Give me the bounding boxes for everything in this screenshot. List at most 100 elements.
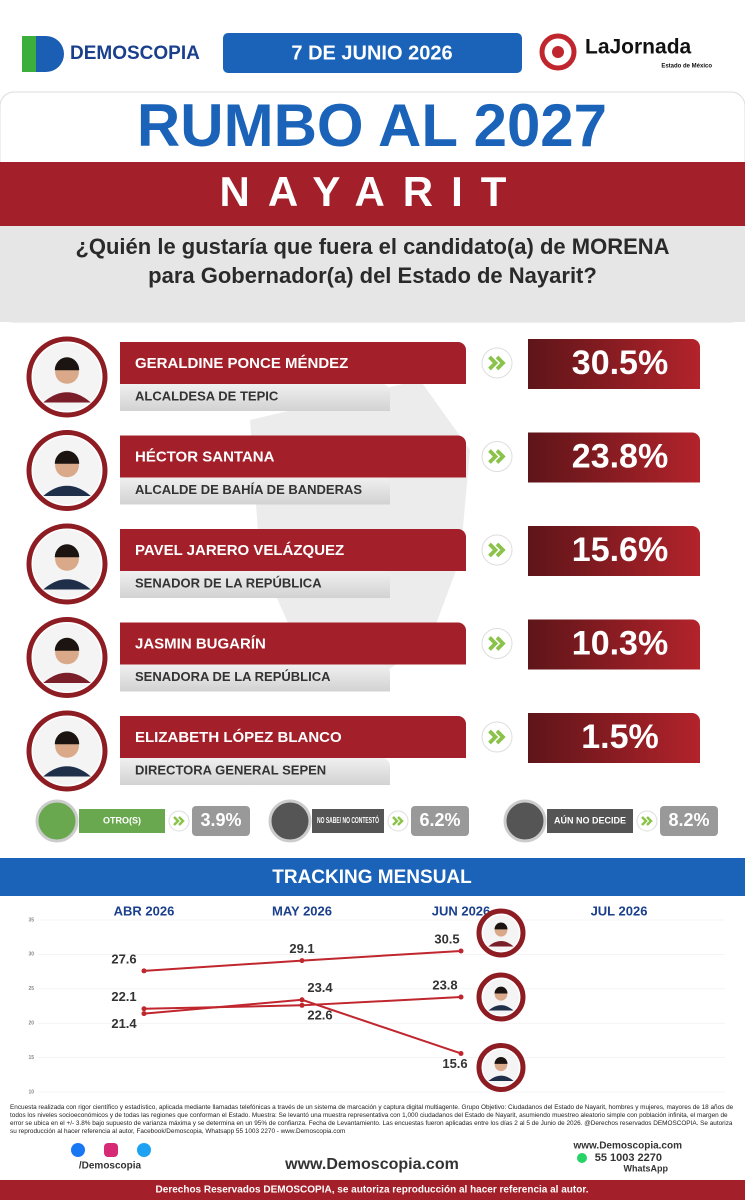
whatsapp-icon <box>577 1153 587 1163</box>
value-box <box>528 619 700 670</box>
point-label: 15.6 <box>442 1056 467 1071</box>
logo-mark <box>22 36 36 72</box>
other-label: AÚN NO DECIDE <box>554 814 626 825</box>
candidate-role: ALCALDESA DE TEPIC <box>135 388 279 403</box>
candidate-name: GERALDINE PONCE MÉNDEZ <box>135 355 348 372</box>
point <box>458 948 464 954</box>
point <box>141 1006 147 1012</box>
chevron <box>488 729 506 745</box>
point <box>141 1011 147 1017</box>
candidate-role: SENADORA DE LA REPÚBLICA <box>135 669 331 684</box>
role-bar <box>120 571 390 598</box>
name-bar <box>120 716 466 758</box>
state-band <box>0 162 745 226</box>
other-value-box <box>192 806 250 836</box>
other-label-box <box>547 809 633 833</box>
point <box>299 997 305 1003</box>
other-label-box <box>312 809 384 833</box>
point-label: 22.1 <box>111 989 136 1004</box>
other-value-box <box>660 806 718 836</box>
chevron <box>488 449 506 464</box>
phone: 55 1003 2270 <box>595 1152 662 1164</box>
date: 7 DE JUNIO 2026 <box>291 42 452 64</box>
instagram-icon <box>104 1143 118 1157</box>
name-bar <box>120 435 466 478</box>
title: RUMBO AL 2027 <box>137 92 607 159</box>
other-value: 6.2% <box>419 810 460 830</box>
whatsapp: WhatsApp <box>624 1163 669 1173</box>
candidate-name: HÉCTOR SANTANA <box>135 448 275 465</box>
disclaimer: Encuesta realizada con rigor científico … <box>10 1104 734 1135</box>
photo-hair <box>54 450 80 464</box>
candidate-value: 30.5% <box>572 344 668 382</box>
point <box>458 994 464 1000</box>
role-bar <box>120 384 390 411</box>
y-tick-label: 10 <box>28 1089 34 1095</box>
role-bar <box>120 758 390 785</box>
logo-mark <box>36 36 64 72</box>
point-label: 23.8 <box>432 977 457 992</box>
candidate-value: 15.6% <box>572 531 668 569</box>
paper-logo <box>552 46 564 58</box>
x-tick-label: JUL 2026 <box>591 903 648 918</box>
role-bar <box>120 477 390 505</box>
rights: Derechos Reservados DEMOSCOPIA, se autor… <box>156 1185 589 1196</box>
photo-body <box>43 392 91 403</box>
rights-bar <box>0 1180 745 1200</box>
website: www.Demoscopia.com <box>284 1156 459 1173</box>
contact-site: www.Demoscopia.com <box>572 1141 682 1152</box>
value-box <box>528 339 700 389</box>
name-bar <box>120 529 466 571</box>
y-tick-label: 20 <box>28 1021 34 1027</box>
point-label: 30.5 <box>434 931 459 946</box>
point <box>141 968 147 974</box>
photo-hair <box>494 986 508 994</box>
y-tick-label: 15 <box>28 1055 34 1061</box>
photo-hair <box>54 357 80 371</box>
x-tick-label: JUN 2026 <box>432 903 491 918</box>
question: ¿Quién le gustaría que fuera el candidat… <box>75 234 670 288</box>
other-value: 8.2% <box>668 810 709 830</box>
y-tick-label: 25 <box>28 986 34 992</box>
chevron <box>488 355 506 371</box>
x-tick-label: MAY 2026 <box>272 903 332 918</box>
point <box>299 1002 305 1008</box>
candidate-value: 1.5% <box>581 718 659 756</box>
other-icon <box>503 799 547 843</box>
point <box>458 1050 464 1056</box>
chevron <box>488 636 506 651</box>
social: /Demoscopia <box>79 1161 142 1172</box>
point-label: 21.4 <box>111 1016 137 1031</box>
photo-body <box>43 672 91 683</box>
other-icon <box>268 799 312 843</box>
candidate-role: ALCALDE DE BAHÍA DE BANDERAS <box>135 482 362 497</box>
candidate-role: SENADOR DE LA REPÚBLICA <box>135 575 322 590</box>
chevron <box>173 816 185 826</box>
value-box <box>528 526 700 576</box>
point-label: 29.1 <box>289 941 314 956</box>
paper-sub: Estado de México <box>661 64 712 70</box>
photo-body <box>488 941 514 947</box>
y-tick-label: 30 <box>28 952 34 958</box>
state: NAYARIT <box>220 168 525 215</box>
photo-hair <box>494 922 508 930</box>
photo-body <box>488 1075 514 1081</box>
candidate-value: 23.8% <box>572 437 668 475</box>
tracking-title: TRACKING MENSUAL <box>272 867 472 888</box>
photo-body <box>43 766 91 777</box>
photo-hair <box>54 731 80 745</box>
photo-body <box>43 579 91 590</box>
other-label: OTRO(S) <box>103 815 141 825</box>
candidate-name: JASMIN BUGARÍN <box>135 635 266 652</box>
brand: DEMOSCOPIA <box>70 43 200 64</box>
paper: LaJornada <box>585 36 692 59</box>
facebook-icon <box>71 1143 85 1157</box>
twitter-icon <box>137 1143 151 1157</box>
photo-hair <box>54 637 80 651</box>
chevron <box>392 816 404 826</box>
candidate-value: 10.3% <box>572 624 668 662</box>
photo-body <box>488 1005 514 1011</box>
question-band <box>0 226 745 322</box>
tracking-band <box>0 858 745 896</box>
